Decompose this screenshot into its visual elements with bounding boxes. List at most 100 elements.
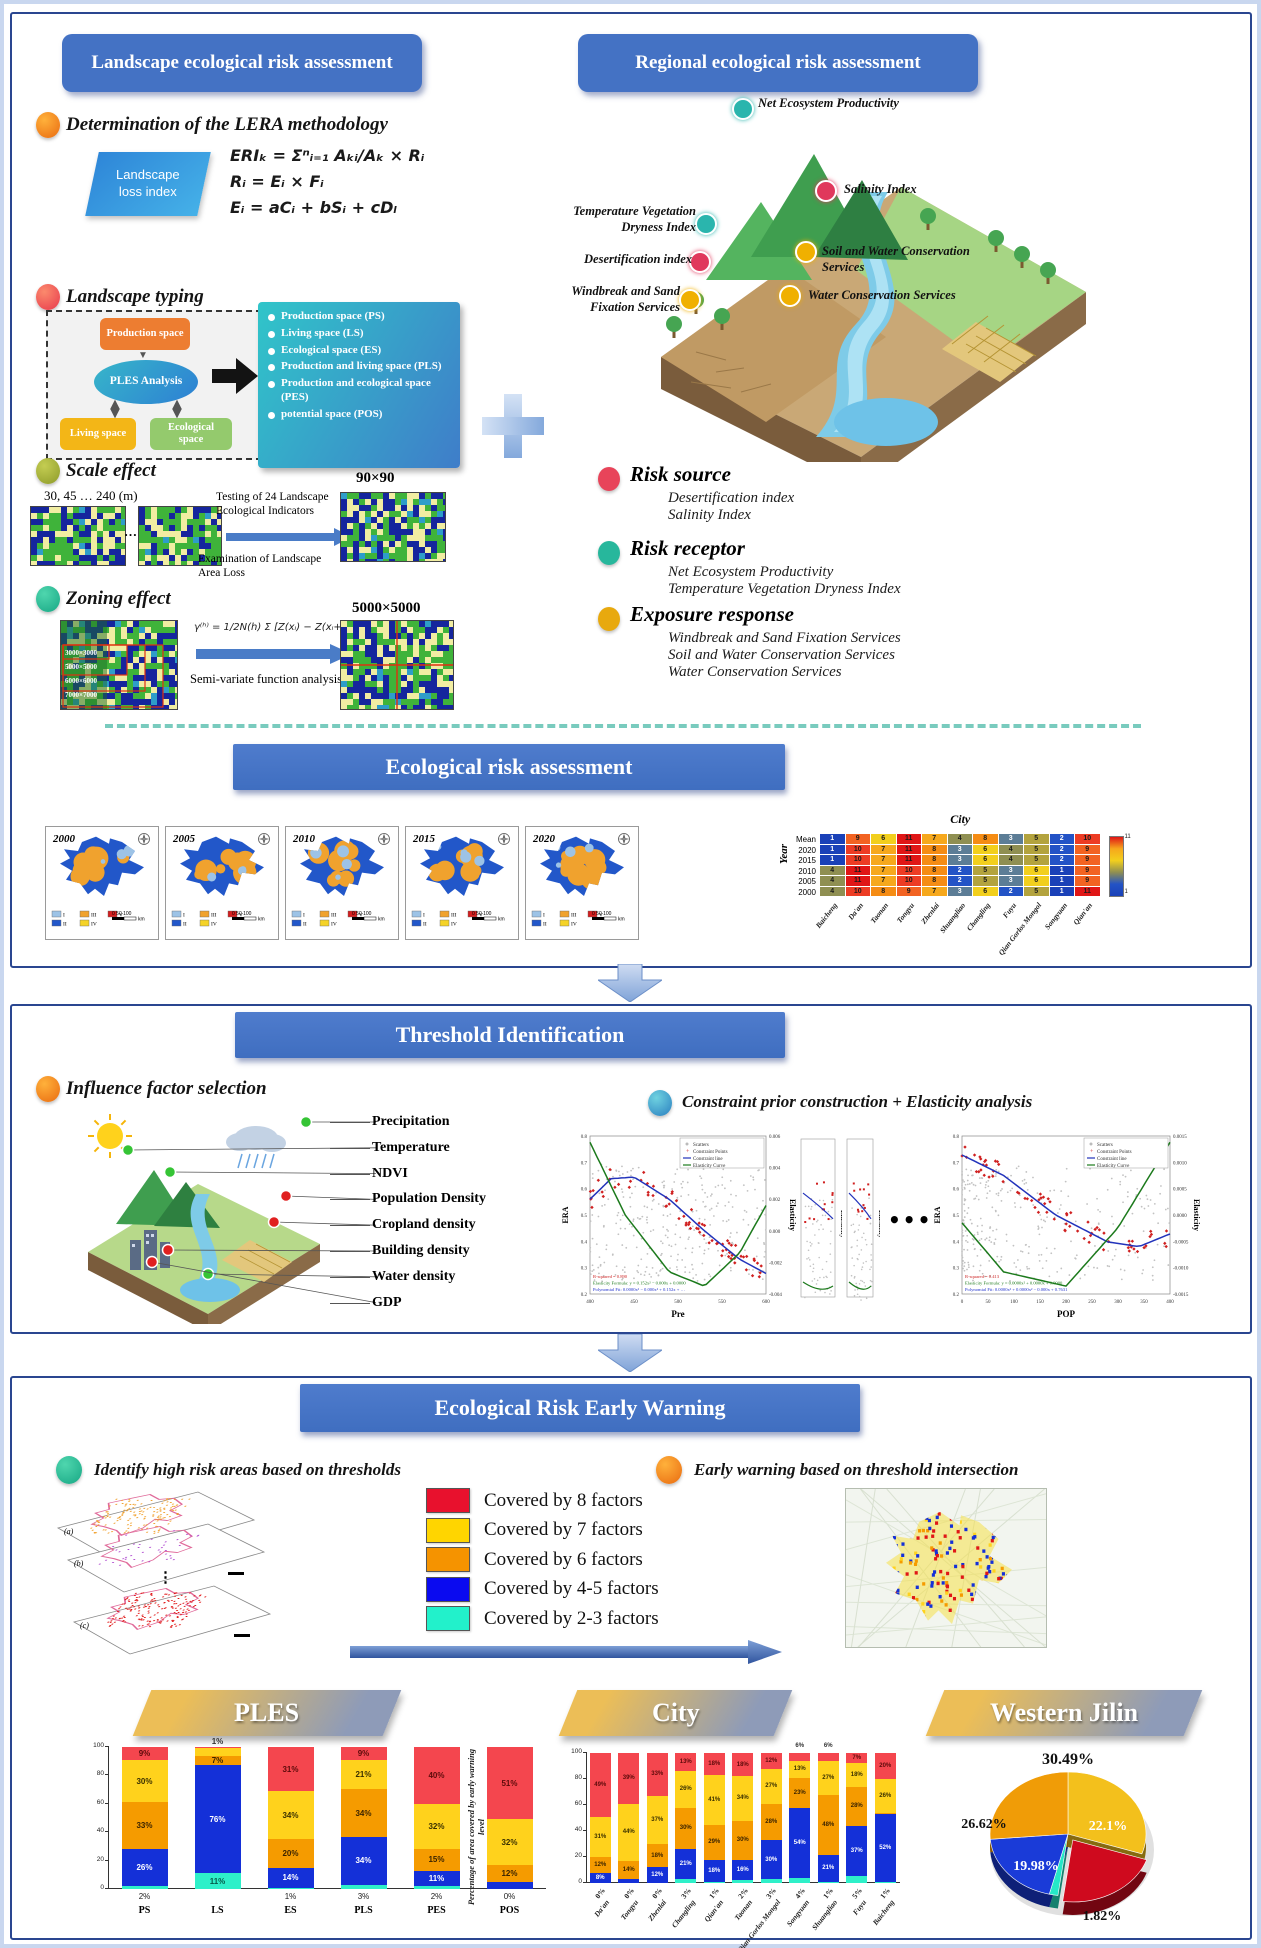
svg-text:0.0005: 0.0005 [1173,1188,1187,1193]
scale-bullet [36,458,60,484]
bar-ytick: 60 [574,1800,582,1807]
space-list-item: Production and living space (PLS) [268,360,452,374]
svg-text:IV: IV [571,921,577,927]
heatmap-cell: 8 [922,876,947,886]
space-list-item: Production and ecological space (PES) [268,377,452,405]
lera-title: Determination of the LERA methodology [66,114,388,135]
bar-segment: 18% [703,1752,725,1775]
formula-ri: Rᵢ = Eᵢ × Fᵢ [230,172,324,191]
identify-bullet [56,1456,82,1484]
heatmap-cell: 5 [973,876,998,886]
list-dot-icon [268,347,275,355]
svg-text:0 50 100: 0 50 100 [112,911,132,917]
svg-text:km: km [378,917,385,923]
panel-landscape-regional [10,12,1252,968]
heatmap-cell: 11 [1075,886,1100,896]
heatmap-cell: 11 [845,876,870,886]
indicator-dot-icon [689,251,711,273]
svg-text:I: I [423,912,425,918]
bar-ytick: 0 [578,1878,582,1885]
bar-segment: 30% [121,1758,168,1803]
indicator-label: Desertification index [584,252,692,266]
svg-text:3000×3000: 3000×3000 [65,649,97,657]
bar-segment: 11% [413,1869,460,1887]
bar-segment: 14% [267,1866,314,1888]
heatmap-cell: 4 [820,865,845,875]
risk-groups: Risk source Desertification index Salinit… [590,462,1150,712]
bar-segment: 12% [646,1866,668,1883]
stacked-bar: 26% 33% 30% 9% [121,1744,168,1889]
bar-segment: 18% [646,1843,668,1868]
colorbar-min: 1 [1124,889,1128,895]
factor-label: Precipitation [372,1114,450,1129]
bar-segment: 48% [817,1793,839,1856]
svg-text:V: V [599,912,603,918]
heatmap-cell: 2 [1049,855,1074,865]
svg-text:km: km [138,917,145,923]
svg-text:-0.0005: -0.0005 [1173,1240,1189,1245]
bar-segment: 34% [340,1835,387,1885]
heatmap-cell: 2 [998,886,1023,896]
svg-text:II: II [423,921,427,927]
list-dot-icon [268,411,275,419]
heatmap-cell: 7 [922,886,947,896]
svg-text:0.4: 0.4 [953,1240,960,1245]
svg-text:450: 450 [630,1300,638,1305]
bar-segment: 33% [646,1752,668,1796]
indicator-label: Windbreak and Sand Fixation Services [571,284,680,314]
bar-segment: 8% [589,1871,611,1883]
heatmap-cell: 2 [947,876,972,886]
group-banner-label: PLES [234,1698,300,1727]
dashed-separator [105,724,1141,728]
space-list-item: potential space (POS) [268,408,452,422]
space-list-item: Production space (PS) [268,310,452,324]
constraint-title: Constraint prior construction + Elastici… [682,1092,1033,1111]
bar-ytick: 80 [574,1774,582,1781]
svg-text:II: II [183,921,187,927]
landscape-era-header-label: Landscape ecological risk assessment [91,51,393,73]
heatmap-cell: 6 [973,886,998,896]
bar-segment: 34% [267,1790,314,1840]
zoning-arrow-label: Semi-variate function analysis [190,672,343,686]
bar-ylabel: Percentage of area covered by early warn… [0,1818,2,1836]
flow-arrow-down-1 [598,964,662,1002]
influence-title: Influence factor selection [66,1078,267,1099]
lera-bullet [36,112,60,138]
bar-segment [789,1752,811,1761]
regional-era-header-label: Regional ecological risk assessment [635,51,921,73]
bar-base-label: 2% [430,1892,443,1901]
heatmap-cell: 2 [1049,844,1074,854]
svg-text:I: I [543,912,545,918]
stacked-bar: 18% 29% 41% 18% [703,1748,725,1883]
bar-segment: 51% [486,1746,533,1820]
bar-segment: 13% [789,1759,811,1778]
bar-segment: 12% [760,1752,782,1769]
bar-segment: 9% [340,1746,387,1760]
heatmap-cell: 1 [1049,876,1074,886]
elasticity-strip-plot-2: Elasticity [846,1138,885,1315]
svg-text:0.3: 0.3 [581,1267,588,1272]
heatmap-cell: 6 [1024,865,1049,875]
risk-group-title: Risk source [630,462,731,486]
bar-base-label: 2% [138,1892,151,1901]
svg-text:I: I [303,912,305,918]
svg-text:0.004: 0.004 [769,1167,781,1172]
pie-label: 1.82% [1083,1909,1122,1924]
svg-text:200: 200 [1062,1300,1070,1305]
zoning-formula: γ⁽ʰ⁾ = 1/2N(h) Σ [Z(xᵢ) − Z(xᵢ+h)]² [194,622,360,633]
pie-slice [989,1833,1069,1895]
indicator-label: Temperature Vegetation Dryness Index [573,204,696,234]
svg-text:0.5: 0.5 [953,1214,960,1219]
svg-text:III: III [451,912,457,918]
factor-leader-line [330,1122,370,1123]
heatmap-cell: 9 [1075,865,1100,875]
svg-text:POP: POP [1057,1309,1075,1319]
svg-text:0.7: 0.7 [953,1161,960,1166]
indicator-label: Water Conservation Services [808,288,956,302]
bar-ytick: 40 [96,1827,104,1835]
svg-text:IV: IV [91,921,97,927]
svg-text:0.6: 0.6 [581,1188,588,1193]
svg-text:⋮: ⋮ [158,1570,173,1586]
heatmap-cell: 4 [947,834,972,844]
